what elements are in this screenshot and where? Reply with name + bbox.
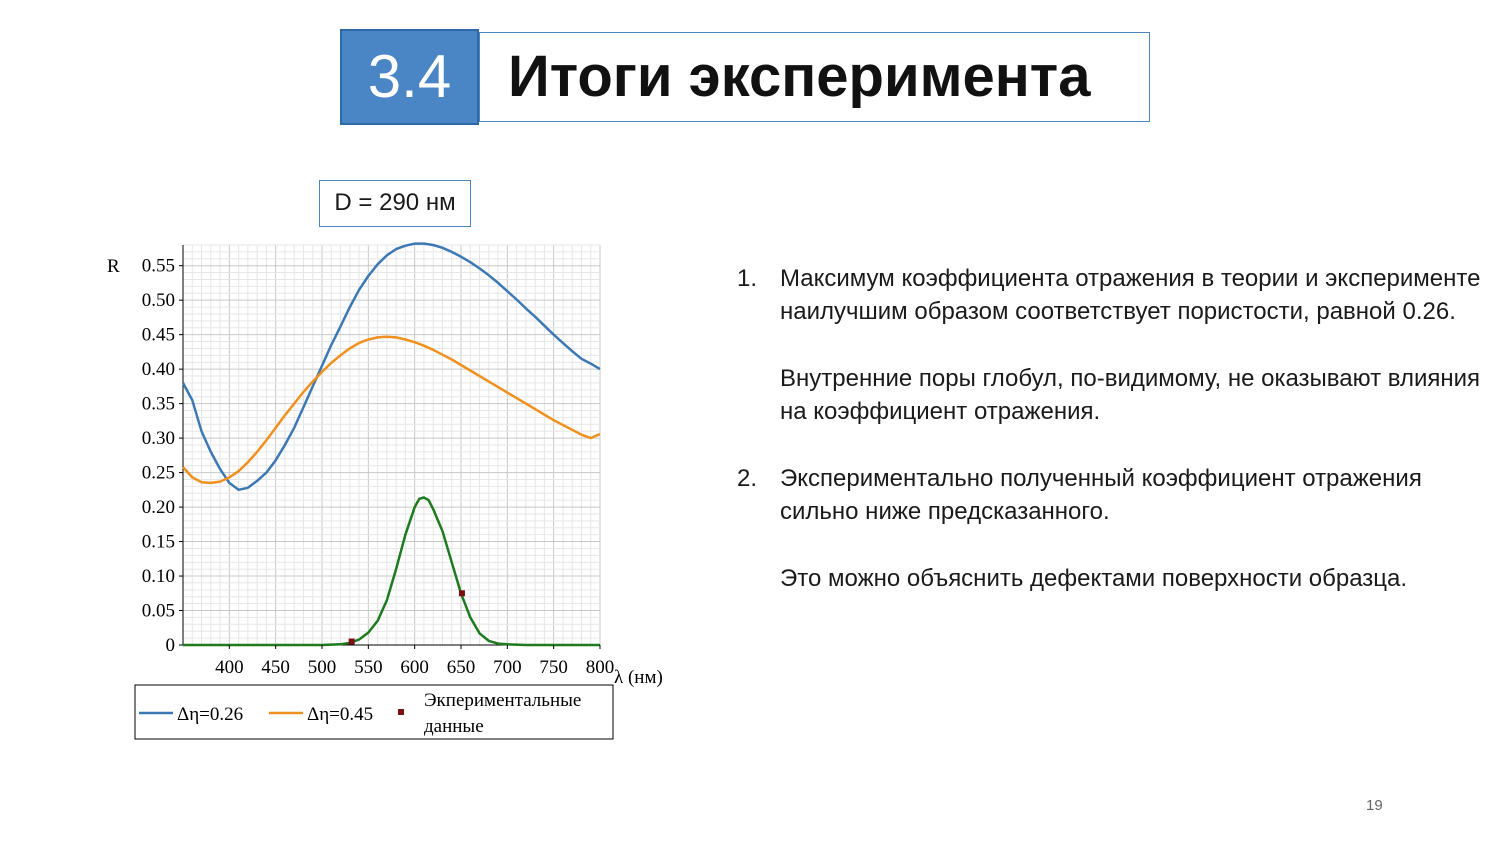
list-item-text: Это можно объяснить дефектами поверхност… — [780, 565, 1408, 592]
x-tick-label: 550 — [354, 657, 383, 678]
y-tick-label: 0.25 — [142, 463, 175, 484]
x-axis-label: λ (нм) — [614, 667, 663, 688]
y-tick-label: 0.35 — [142, 394, 175, 415]
x-tick-label: 650 — [447, 657, 476, 678]
x-tick-label: 600 — [400, 657, 429, 678]
x-tick-label: 750 — [539, 657, 568, 678]
page-title: Итоги эксперимента — [479, 32, 1150, 122]
x-tick-label: 500 — [308, 657, 337, 678]
section-number: 3.4 — [340, 29, 479, 125]
x-tick-label: 450 — [261, 657, 290, 678]
list-item-number: 1. — [737, 265, 758, 292]
series-line-2 — [183, 496, 600, 647]
diameter-label: D = 290 нм — [319, 180, 471, 227]
chart-series — [181, 242, 601, 647]
conclusions-list: 1. Максимум коэффициента отражения в тео… — [737, 262, 1482, 629]
y-tick-label: 0.20 — [142, 497, 175, 518]
list-item: 2. Экспериментально полученный коэффицие… — [737, 462, 1482, 595]
x-tick-label: 800 — [586, 657, 615, 678]
legend-label: данные — [424, 716, 484, 737]
chart-grid — [182, 244, 601, 646]
y-tick-label: 0.40 — [142, 359, 175, 380]
chart-ticks: 400 450 500 550 600 650 700 750 800 0 0.05 0.10 0.15… — [142, 256, 615, 678]
y-tick-label: 0.10 — [142, 566, 175, 587]
y-tick-label: 0.50 — [142, 290, 175, 311]
x-tick-label: 400 — [215, 657, 244, 678]
series-line-0 — [181, 242, 601, 492]
y-tick-label: 0 — [166, 635, 176, 656]
y-tick-label: 0.45 — [142, 325, 175, 346]
slide-title: 3.4 Итоги эксперимента — [340, 29, 1150, 125]
chart-legend: Δη=0.26 Δη=0.45 Экпериментальные данные — [134, 684, 614, 740]
y-tick-label: 0.30 — [142, 428, 175, 449]
x-tick-label: 700 — [493, 657, 522, 678]
list-item: 1. Максимум коэффициента отражения в тео… — [737, 262, 1482, 428]
y-tick-label: 0.15 — [142, 532, 175, 553]
list-item-text: Максимум коэффициента отражения в теории… — [780, 265, 1481, 325]
y-tick-label: 0.05 — [142, 601, 175, 622]
list-item-text: Экспериментально полученный коэффициент … — [780, 465, 1422, 525]
legend-label: Δη=0.26 — [177, 704, 243, 725]
series-line-1 — [182, 335, 601, 485]
y-tick-label: 0.55 — [142, 256, 175, 277]
legend-label: Экпериментальные — [424, 690, 581, 711]
legend-swatch-points — [398, 709, 404, 715]
page-number: 19 — [1366, 797, 1383, 814]
data-point — [458, 590, 465, 597]
list-item-text: Внутренние поры глобул, по-видимому, не … — [780, 365, 1481, 425]
legend-label: Δη=0.45 — [307, 704, 373, 725]
legend-box — [134, 684, 614, 740]
y-axis-label: R — [107, 256, 120, 277]
list-item-number: 2. — [737, 465, 758, 492]
reflectance-chart: 400 450 500 550 600 650 700 750 800 0 0.05 0.10 0.15… — [107, 242, 663, 740]
data-point — [348, 638, 355, 645]
